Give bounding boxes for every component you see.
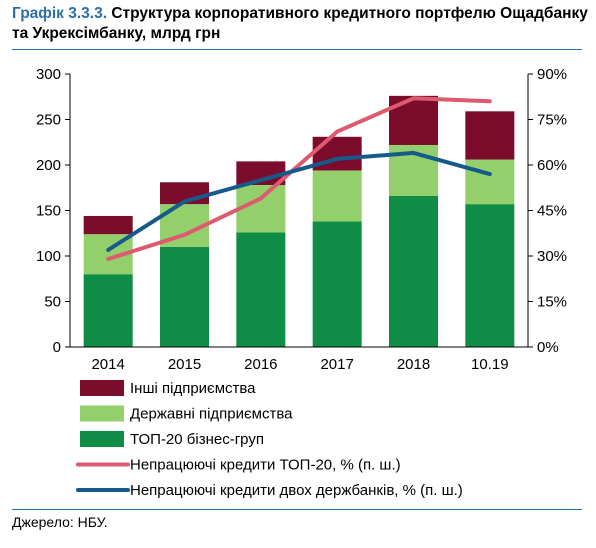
right-tick-label-2: 15% bbox=[537, 294, 567, 311]
left-tick-label-1: 0 bbox=[53, 339, 61, 356]
axes-layer: 0 50 100 150 200 250 300 0% 15% 30% 45% 60% 75% 90% 20… bbox=[36, 66, 567, 373]
bars-layer bbox=[83, 95, 515, 347]
x-tick-label-6: 10.19 bbox=[471, 356, 509, 373]
legend-swatch-3 bbox=[80, 431, 124, 447]
line-series-2 bbox=[106, 150, 492, 252]
x-tick-label-5: 2018 bbox=[397, 356, 430, 373]
legend-label-5: Непрацюючі кредити двох держбанків, % (п… bbox=[130, 482, 463, 499]
bar-segment-1-5 bbox=[389, 195, 438, 347]
x-tick-label-1: 2014 bbox=[91, 356, 124, 373]
legend-swatch-1 bbox=[80, 380, 124, 396]
lines-layer bbox=[106, 96, 492, 261]
chart: 0 50 100 150 200 250 300 0% 15% 30% 45% 60% 75% 90% 20… bbox=[36, 66, 567, 499]
left-tick-label-3: 100 bbox=[36, 248, 61, 265]
bar-segment-1-4 bbox=[312, 221, 362, 347]
legend-label-4: Непрацюючі кредити ТОП-20, % (п. ш.) bbox=[130, 457, 401, 474]
right-tick-label-6: 75% bbox=[537, 112, 567, 129]
right-tick-label-1: 0% bbox=[537, 339, 559, 356]
bar-segment-2-3 bbox=[236, 185, 286, 233]
right-tick-label-4: 45% bbox=[537, 203, 567, 220]
x-tick-label-2: 2015 bbox=[168, 356, 201, 373]
bar-segment-1-1 bbox=[83, 274, 133, 347]
right-tick-label-3: 30% bbox=[537, 248, 567, 265]
source-note: Джерело: НБУ. bbox=[12, 514, 108, 530]
legend-swatch-2 bbox=[80, 405, 124, 422]
figure-number: Графік 3.3.3. bbox=[12, 5, 107, 22]
bar-segment-2-4 bbox=[312, 170, 362, 222]
line-series-1 bbox=[106, 96, 492, 261]
source-divider bbox=[12, 509, 582, 510]
figure-title: Структура корпоративного кредитного порт… bbox=[12, 5, 588, 42]
right-tick-label-5: 60% bbox=[537, 157, 567, 174]
title-divider bbox=[12, 49, 582, 50]
bar-segment-3-3 bbox=[236, 161, 286, 186]
left-tick-label-5: 200 bbox=[36, 157, 61, 174]
bar-segment-1-6 bbox=[465, 204, 515, 347]
bar-segment-3-5 bbox=[389, 95, 438, 145]
x-tick-label-4: 2017 bbox=[320, 356, 353, 373]
legend-label-1: Інші підприємства bbox=[130, 380, 256, 397]
legend-label-2: Державні підприємства bbox=[130, 406, 293, 423]
x-tick-label-3: 2016 bbox=[244, 356, 277, 373]
right-tick-label-7: 90% bbox=[537, 66, 567, 83]
bar-segment-2-6 bbox=[465, 159, 515, 205]
bar-segment-1-3 bbox=[236, 232, 286, 347]
legend-label-3: ТОП-20 бізнес-груп bbox=[130, 431, 264, 448]
left-tick-label-7: 300 bbox=[36, 66, 61, 83]
left-tick-label-4: 150 bbox=[36, 203, 61, 220]
left-tick-label-2: 50 bbox=[44, 294, 61, 311]
left-tick-label-6: 250 bbox=[36, 112, 61, 129]
bar-segment-3-1 bbox=[83, 215, 133, 235]
bar-segment-1-2 bbox=[160, 246, 209, 347]
legend: Інші підприємства Державні підприємства ТО… bbox=[76, 380, 463, 499]
bar-segment-3-6 bbox=[465, 111, 515, 160]
chart-title: Графік 3.3.3. Структура корпоративного к… bbox=[12, 4, 590, 44]
